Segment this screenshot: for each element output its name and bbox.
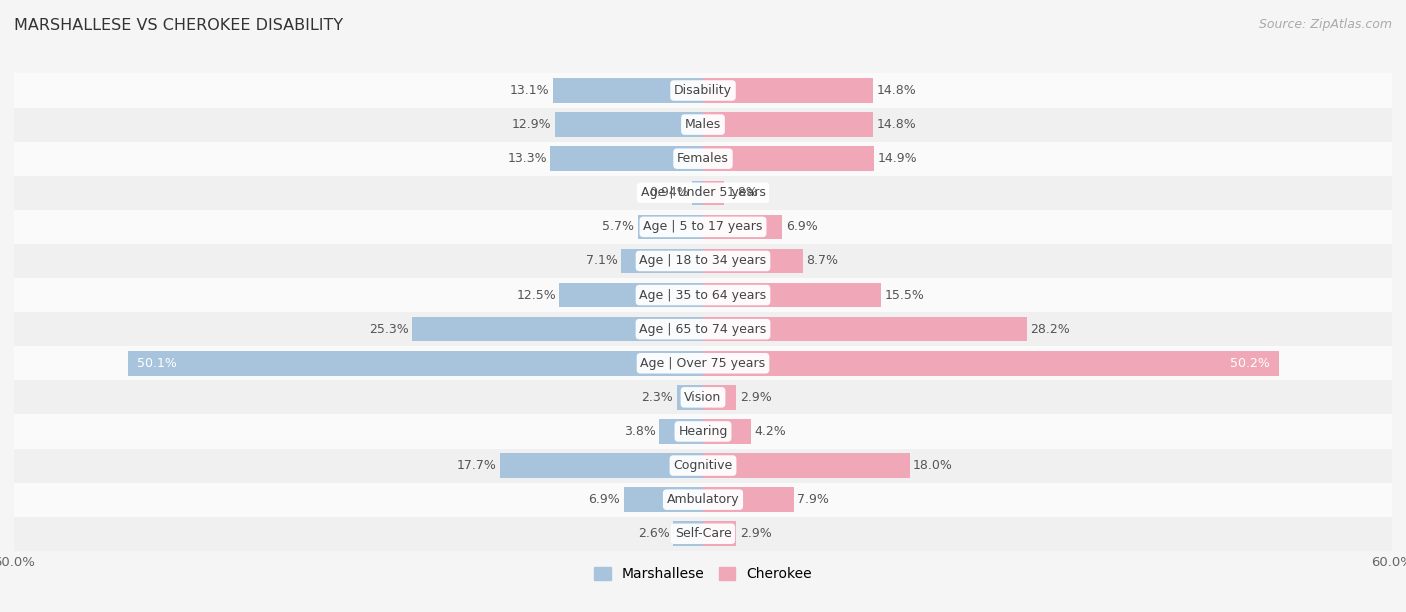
Text: 7.1%: 7.1% xyxy=(586,255,619,267)
Bar xyxy=(14,108,1392,141)
Bar xyxy=(560,283,703,307)
Bar xyxy=(703,181,724,205)
Text: 17.7%: 17.7% xyxy=(457,459,496,472)
Bar xyxy=(703,248,803,273)
Text: 25.3%: 25.3% xyxy=(370,323,409,335)
Text: Age | 5 to 17 years: Age | 5 to 17 years xyxy=(644,220,762,233)
Text: Hearing: Hearing xyxy=(678,425,728,438)
Text: 13.3%: 13.3% xyxy=(508,152,547,165)
Bar xyxy=(14,517,1392,551)
Bar xyxy=(128,351,703,376)
Bar xyxy=(703,215,782,239)
Bar xyxy=(14,380,1392,414)
Text: Age | 18 to 34 years: Age | 18 to 34 years xyxy=(640,255,766,267)
Bar xyxy=(703,487,794,512)
Bar xyxy=(555,113,703,137)
Text: 6.9%: 6.9% xyxy=(589,493,620,506)
Text: 3.8%: 3.8% xyxy=(624,425,657,438)
Text: 2.3%: 2.3% xyxy=(641,391,673,404)
Bar xyxy=(703,317,1026,341)
Text: 50.1%: 50.1% xyxy=(136,357,177,370)
Text: 15.5%: 15.5% xyxy=(884,289,924,302)
Bar xyxy=(412,317,703,341)
Bar xyxy=(703,113,873,137)
Text: Age | 65 to 74 years: Age | 65 to 74 years xyxy=(640,323,766,335)
Bar xyxy=(703,78,873,103)
Text: Age | Over 75 years: Age | Over 75 years xyxy=(641,357,765,370)
Text: Cognitive: Cognitive xyxy=(673,459,733,472)
Text: 1.8%: 1.8% xyxy=(727,186,759,200)
Text: 6.9%: 6.9% xyxy=(786,220,817,233)
Bar xyxy=(659,419,703,444)
Bar xyxy=(703,419,751,444)
Bar xyxy=(499,453,703,478)
Text: 28.2%: 28.2% xyxy=(1031,323,1070,335)
Bar xyxy=(637,215,703,239)
Bar xyxy=(14,346,1392,380)
Text: 18.0%: 18.0% xyxy=(912,459,953,472)
Text: 14.8%: 14.8% xyxy=(876,84,917,97)
Bar xyxy=(14,312,1392,346)
Text: 14.8%: 14.8% xyxy=(876,118,917,131)
Text: Ambulatory: Ambulatory xyxy=(666,493,740,506)
Text: Age | Under 5 years: Age | Under 5 years xyxy=(641,186,765,200)
Bar xyxy=(703,146,875,171)
Text: Self-Care: Self-Care xyxy=(675,528,731,540)
Bar xyxy=(14,244,1392,278)
Bar xyxy=(703,453,910,478)
Text: 12.9%: 12.9% xyxy=(512,118,551,131)
Bar xyxy=(703,283,882,307)
Bar xyxy=(14,414,1392,449)
Text: Disability: Disability xyxy=(673,84,733,97)
Bar xyxy=(624,487,703,512)
Bar xyxy=(14,176,1392,210)
Text: 2.6%: 2.6% xyxy=(638,528,669,540)
Text: Age | 35 to 64 years: Age | 35 to 64 years xyxy=(640,289,766,302)
Bar xyxy=(676,385,703,409)
Text: 7.9%: 7.9% xyxy=(797,493,830,506)
Text: 50.2%: 50.2% xyxy=(1230,357,1270,370)
Bar xyxy=(14,449,1392,483)
Text: Vision: Vision xyxy=(685,391,721,404)
Text: Males: Males xyxy=(685,118,721,131)
Bar xyxy=(692,181,703,205)
Text: 2.9%: 2.9% xyxy=(740,528,772,540)
Bar xyxy=(14,73,1392,108)
Bar xyxy=(673,521,703,546)
Text: Source: ZipAtlas.com: Source: ZipAtlas.com xyxy=(1258,18,1392,31)
Text: 2.9%: 2.9% xyxy=(740,391,772,404)
Bar xyxy=(553,78,703,103)
Text: 13.1%: 13.1% xyxy=(509,84,550,97)
Bar xyxy=(550,146,703,171)
Bar xyxy=(14,278,1392,312)
Text: Females: Females xyxy=(678,152,728,165)
Bar xyxy=(621,248,703,273)
Bar xyxy=(14,483,1392,517)
Text: 0.94%: 0.94% xyxy=(650,186,689,200)
Bar xyxy=(703,521,737,546)
Text: 5.7%: 5.7% xyxy=(602,220,634,233)
Text: 12.5%: 12.5% xyxy=(516,289,555,302)
Bar xyxy=(14,210,1392,244)
Bar xyxy=(14,141,1392,176)
Text: 8.7%: 8.7% xyxy=(807,255,838,267)
Bar xyxy=(703,351,1279,376)
Bar xyxy=(703,385,737,409)
Text: 4.2%: 4.2% xyxy=(755,425,786,438)
Text: 14.9%: 14.9% xyxy=(877,152,917,165)
Legend: Marshallese, Cherokee: Marshallese, Cherokee xyxy=(589,562,817,587)
Text: MARSHALLESE VS CHEROKEE DISABILITY: MARSHALLESE VS CHEROKEE DISABILITY xyxy=(14,18,343,34)
